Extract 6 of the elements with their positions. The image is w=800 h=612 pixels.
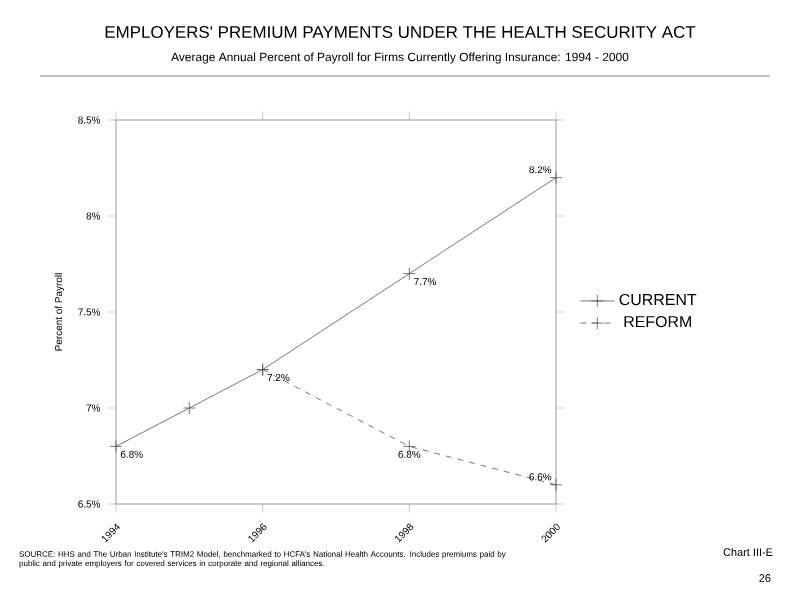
chart-title: EMPLOYERS' PREMIUM PAYMENTS UNDER THE HEALTH SECURITY ACT xyxy=(105,26,696,38)
point xyxy=(182,401,196,415)
point xyxy=(402,267,416,280)
point xyxy=(109,440,123,453)
point xyxy=(549,478,563,492)
point xyxy=(549,171,563,184)
